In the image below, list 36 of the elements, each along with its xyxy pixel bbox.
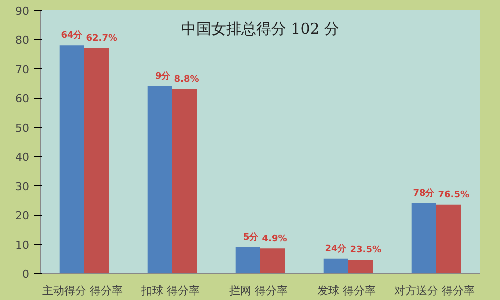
- annotation: 4.9%: [262, 234, 288, 244]
- y-tick-label: 10: [16, 238, 30, 252]
- bar: [172, 89, 198, 274]
- annotation: 78分: [413, 188, 436, 199]
- x-tick-label: 对方送分 得分率: [394, 284, 476, 298]
- x-tick-label: 发球 得分率: [318, 284, 376, 298]
- annotation: 76.5%: [438, 190, 470, 200]
- y-tick-label: 0: [22, 268, 30, 281]
- x-tick-label: 扣球 得分率: [140, 284, 200, 298]
- bar: [148, 86, 172, 274]
- annotation: 5分: [243, 232, 260, 243]
- annotation: 62.7%: [86, 34, 118, 44]
- y-tick-label: 60: [16, 92, 30, 106]
- bar: [260, 248, 286, 274]
- y-tick-label: 70: [16, 63, 30, 76]
- y-tick-label: 40: [16, 151, 30, 164]
- y-tick-label: 80: [16, 34, 30, 48]
- bar: [236, 247, 260, 274]
- bar: [84, 48, 110, 274]
- bar: [436, 204, 462, 274]
- y-tick-label: 20: [16, 210, 30, 223]
- bar: [348, 260, 374, 274]
- text: 中国女排总得分 102 分: [181, 20, 340, 38]
- annotation: 23.5%: [350, 246, 382, 256]
- y-tick-label: 90: [16, 5, 30, 18]
- annotation: 24分: [325, 244, 348, 255]
- bar: [60, 46, 84, 274]
- annotation: 9分: [155, 71, 172, 82]
- annotation: 8.8%: [174, 75, 200, 86]
- x-tick-label: 拦网 得分率: [230, 284, 288, 298]
- x-tick-label: 主动得分 得分率: [42, 284, 124, 298]
- annotation: 64分: [61, 30, 84, 42]
- y-tick-label: 50: [16, 122, 30, 135]
- bar: [324, 258, 348, 274]
- bar: [412, 203, 436, 274]
- y-tick-label: 30: [16, 180, 30, 194]
